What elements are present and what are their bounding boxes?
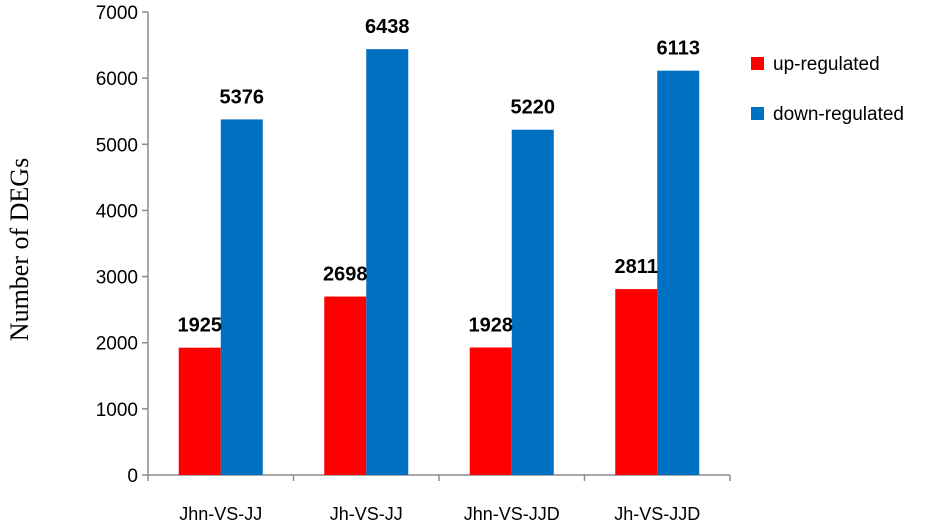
y-tick-label: 6000	[96, 69, 138, 90]
y-axis-label-group: Number of DEGs	[5, 158, 34, 341]
y-tick-label: 7000	[96, 3, 138, 24]
legend-swatch	[751, 107, 764, 120]
data-label: 6438	[365, 16, 410, 38]
data-label: 2698	[323, 264, 368, 286]
y-tick-label: 2000	[96, 334, 138, 355]
bar-up-regulated	[469, 347, 512, 475]
y-tick-label: 1000	[96, 400, 138, 421]
y-axis-label: Number of DEGs	[5, 158, 34, 341]
data-label: 5220	[511, 97, 556, 119]
bar-down-regulated	[366, 49, 409, 475]
legend-label: down-regulated	[773, 104, 904, 125]
bar-up-regulated	[178, 347, 221, 475]
x-category-label: Jhn-VS-JJ	[179, 504, 262, 524]
bar-down-regulated	[511, 129, 554, 475]
data-label: 1928	[469, 314, 514, 336]
legend: up-regulated down-regulated	[751, 54, 904, 125]
x-axis-categories: Jhn-VS-JJ Jh-VS-JJ Jhn-VS-JJD Jh-VS-JJD	[147, 475, 731, 524]
bar-down-regulated	[220, 119, 263, 475]
data-label: 2811	[615, 256, 658, 278]
x-category-label: Jh-VS-JJD	[614, 504, 700, 524]
legend-label: up-regulated	[773, 54, 880, 75]
data-label: 6113	[657, 38, 700, 60]
y-axis-ticks: 0 1000 2000 3000 4000 5000 6000 7000	[96, 3, 148, 487]
bars	[178, 49, 700, 476]
bar-down-regulated	[657, 70, 700, 476]
x-category-label: Jhn-VS-JJD	[464, 504, 560, 524]
y-tick-label: 0	[127, 466, 138, 487]
bar-up-regulated	[324, 296, 367, 475]
bar-up-regulated	[615, 289, 658, 475]
data-labels: 1925 5376 2698 6438 1928 5220 2811 6113	[178, 16, 700, 337]
data-label: 1925	[178, 315, 223, 337]
y-tick-label: 3000	[96, 268, 138, 289]
data-label: 5376	[220, 86, 265, 108]
legend-swatch	[751, 57, 764, 70]
y-tick-label: 5000	[96, 135, 138, 156]
y-tick-label: 4000	[96, 201, 138, 222]
x-category-label: Jh-VS-JJ	[330, 504, 403, 524]
